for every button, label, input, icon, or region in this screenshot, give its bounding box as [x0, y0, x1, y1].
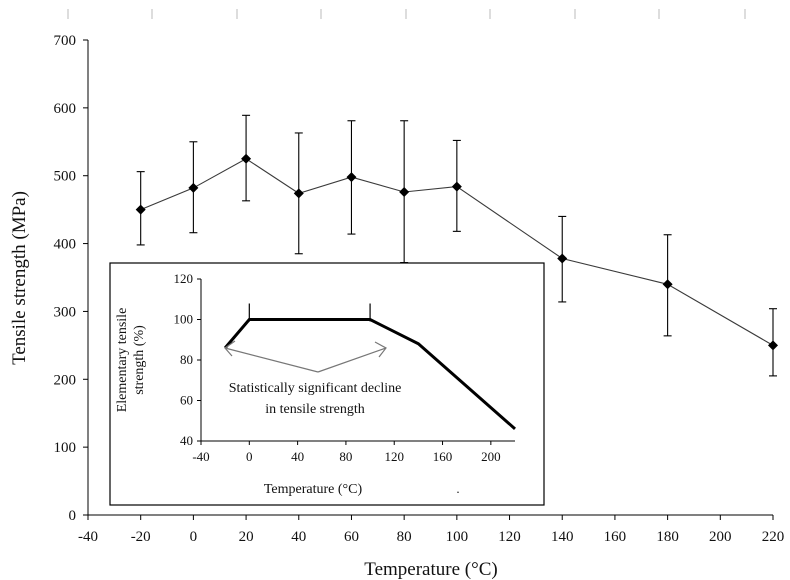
main-y-tick-label: 700	[54, 33, 77, 49]
main-y-tick-label: 500	[54, 169, 77, 185]
inset-x-tick-label: -40	[192, 449, 209, 464]
data-point-marker	[557, 254, 567, 264]
data-point-marker	[663, 279, 673, 289]
data-point-marker	[294, 188, 304, 198]
inset-x-tick-label: 200	[481, 449, 501, 464]
data-point-marker	[452, 182, 462, 192]
inset-x-tick-label: 120	[384, 449, 404, 464]
inset-y-tick-label: 80	[180, 352, 193, 367]
main-x-ticks: -40 -20 0 20 40 60 80 100 120 140 160 180 200 220	[78, 515, 784, 545]
main-x-tick-label: 60	[344, 529, 359, 545]
data-point-marker	[399, 187, 409, 197]
main-y-tick-label: 200	[54, 372, 77, 388]
main-x-axis-title: Temperature (°C)	[364, 559, 497, 580]
main-y-ticks: 0 100 200 300 400 500 600 700	[54, 33, 89, 524]
data-point-marker	[768, 340, 778, 350]
main-y-tick-label: 100	[54, 440, 77, 456]
main-x-tick-label: 220	[762, 529, 785, 545]
data-point-marker	[136, 205, 146, 215]
inset-chart: 40 60 80 100 120 -40 0 40 80 120 160 200 Statistic…	[110, 263, 544, 505]
inset-y-tick-label: 40	[180, 433, 193, 448]
inset-x-tick-label: 40	[291, 449, 304, 464]
inset-x-tick-label: 80	[339, 449, 352, 464]
main-y-tick-label: 600	[54, 101, 77, 117]
annotation-line-1: Statistically significant decline	[229, 381, 402, 396]
main-x-tick-label: 0	[190, 529, 198, 545]
inset-x-axis-title: Temperature (°C)	[264, 482, 363, 497]
main-y-tick-label: 0	[69, 508, 77, 524]
main-x-tick-label: 120	[498, 529, 521, 545]
main-y-axis-title: Tensile strength (MPa)	[9, 191, 30, 365]
inset-x-tick-label: 160	[433, 449, 453, 464]
main-x-tick-label: 40	[291, 529, 306, 545]
inset-y-tick-label: 120	[174, 271, 194, 286]
main-x-tick-label: 140	[551, 529, 574, 545]
inset-x-tick-label: 0	[246, 449, 253, 464]
main-y-tick-label: 300	[54, 304, 77, 320]
inset-dot: .	[456, 481, 459, 496]
inset-y-tick-label: 60	[180, 393, 193, 408]
main-x-tick-label: 160	[604, 529, 627, 545]
inset-y-axis-title-line-1: Elementary tensile	[115, 308, 130, 413]
main-x-tick-label: 20	[239, 529, 254, 545]
annotation-line-2: in tensile strength	[265, 402, 365, 417]
main-x-tick-label: 80	[397, 529, 412, 545]
top-marks	[68, 9, 745, 19]
data-point-marker	[241, 154, 251, 164]
inset-y-tick-label: 100	[174, 312, 194, 327]
data-point-marker	[188, 183, 198, 193]
main-x-tick-label: -40	[78, 529, 98, 545]
main-x-tick-label: 180	[656, 529, 679, 545]
main-x-tick-label: -20	[131, 529, 151, 545]
main-x-tick-label: 100	[446, 529, 469, 545]
main-x-tick-label: 200	[709, 529, 732, 545]
data-point-marker	[346, 172, 356, 182]
inset-y-axis-title-line-2: strength (%)	[132, 325, 147, 395]
main-y-tick-label: 400	[54, 237, 77, 253]
